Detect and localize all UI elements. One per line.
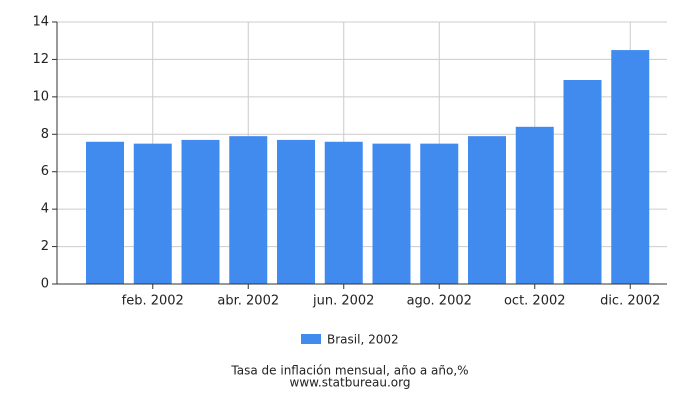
y-tick-label: 2 [41, 239, 49, 254]
bar [372, 143, 411, 284]
bar [420, 143, 459, 284]
bar [86, 141, 124, 284]
bar [229, 136, 268, 284]
x-tick-label: jun. 2002 [312, 294, 374, 309]
y-tick-label: 6 [41, 164, 49, 179]
bar [611, 50, 650, 285]
legend-label: Brasil, 2002 [327, 333, 399, 347]
bar [324, 141, 363, 284]
bar [277, 139, 315, 284]
y-tick-label: 12 [32, 52, 49, 67]
y-tick-label: 0 [41, 277, 49, 292]
y-tick-label: 4 [41, 202, 49, 217]
source: www.statbureau.org [290, 376, 411, 390]
x-tick-label: ago. 2002 [407, 294, 472, 309]
bar [563, 80, 602, 284]
x-tick-label: dic. 2002 [600, 294, 660, 309]
bar [181, 139, 220, 284]
x-tick-label: feb. 2002 [122, 294, 184, 309]
y-tick-label: 10 [32, 89, 49, 104]
bar [468, 136, 506, 284]
y-tick-label: 8 [41, 127, 49, 142]
bar [515, 126, 554, 284]
x-tick-label: oct. 2002 [504, 294, 566, 309]
bar [133, 143, 172, 284]
caption: Tasa de inflación mensual, año a año,% [230, 364, 468, 378]
x-tick-label: abr. 2002 [217, 294, 279, 309]
y-tick-label: 14 [32, 15, 49, 30]
legend-swatch [301, 334, 321, 344]
